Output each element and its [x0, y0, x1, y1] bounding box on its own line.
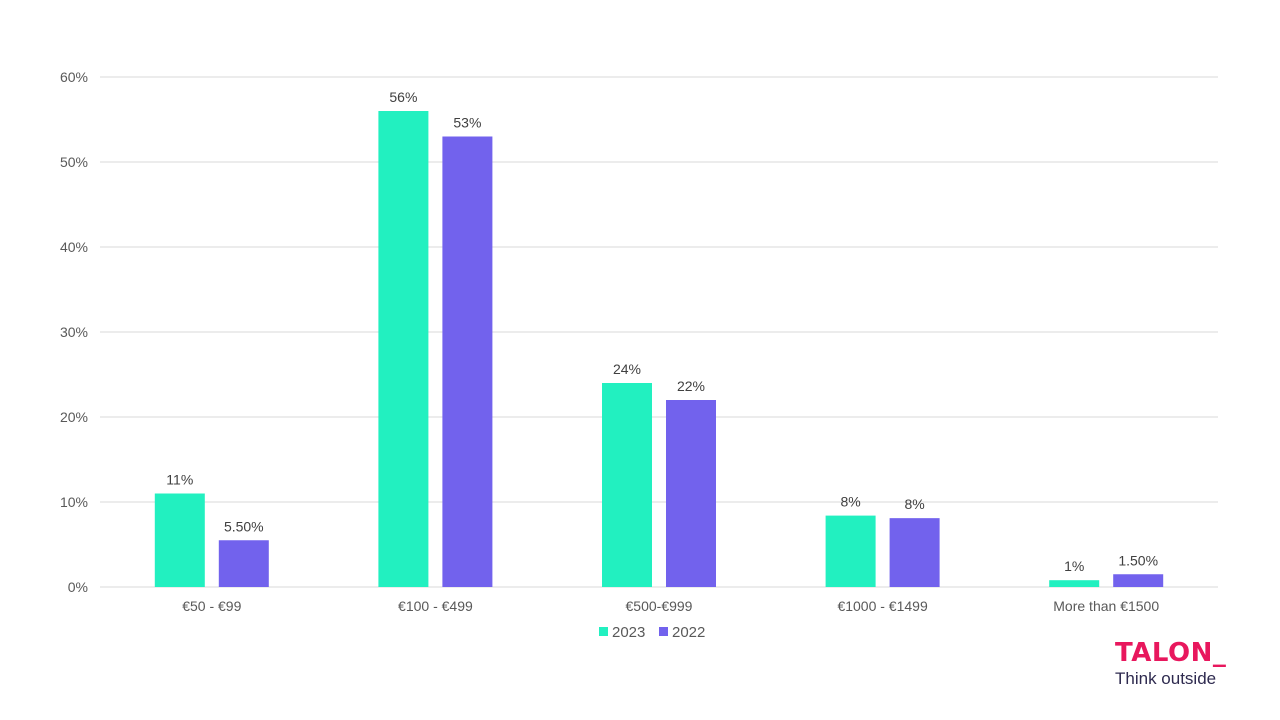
data-label: 1% — [1064, 558, 1084, 574]
x-category-label: €50 - €99 — [182, 598, 241, 614]
y-tick-label: 10% — [60, 494, 88, 510]
bar-2023 — [825, 515, 876, 587]
legend-swatch-2023 — [599, 627, 608, 636]
data-labels: 11% 5.50% 56% 53% 24% 22% 8% 8% 1% 1.50% — [166, 89, 1158, 574]
bar-2022 — [218, 540, 269, 587]
bar-2023 — [602, 383, 652, 587]
x-category-label: €500-€999 — [626, 598, 693, 614]
bar-2022 — [666, 400, 716, 587]
bar-2022 — [889, 518, 940, 587]
x-category-label: More than €1500 — [1053, 598, 1159, 614]
legend: 2023 2022 — [599, 624, 705, 641]
data-label: 8% — [904, 496, 924, 512]
y-tick-label: 60% — [60, 69, 88, 85]
brand-logo: TALON_ Think outside — [1115, 638, 1275, 690]
y-tick-label: 0% — [68, 579, 88, 595]
bar-2022 — [442, 136, 493, 587]
x-axis-categories: €50 - €99 €100 - €499 €500-€999 €1000 - €14… — [182, 598, 1159, 614]
y-axis-ticks: 0% 10% 20% 30% 40% 50% 60% — [60, 69, 88, 595]
bars — [154, 111, 1164, 587]
bar-2023 — [154, 493, 205, 587]
legend-swatch-2022 — [659, 627, 668, 636]
data-label: 5.50% — [224, 518, 264, 534]
brand-tagline: Think outside — [1115, 669, 1217, 688]
y-tick-label: 40% — [60, 239, 88, 255]
bar-2023 — [378, 111, 429, 587]
y-tick-label: 30% — [60, 324, 88, 340]
brand-name: TALON_ — [1115, 638, 1227, 668]
data-label: 8% — [840, 494, 860, 510]
data-label: 11% — [166, 472, 193, 488]
y-tick-label: 50% — [60, 154, 88, 170]
bar-2023 — [1049, 580, 1100, 587]
bar-2022 — [1113, 574, 1164, 587]
data-label: 1.50% — [1118, 552, 1158, 568]
legend-label-2023: 2023 — [612, 624, 645, 641]
data-label: 24% — [613, 361, 641, 377]
legend-label-2022: 2022 — [672, 624, 705, 641]
data-label: 56% — [389, 89, 417, 105]
x-category-label: €1000 - €1499 — [837, 598, 928, 614]
gridlines — [100, 76, 1218, 588]
data-label: 22% — [677, 378, 705, 394]
data-label: 53% — [453, 115, 481, 131]
x-category-label: €100 - €499 — [398, 598, 473, 614]
y-tick-label: 20% — [60, 409, 88, 425]
